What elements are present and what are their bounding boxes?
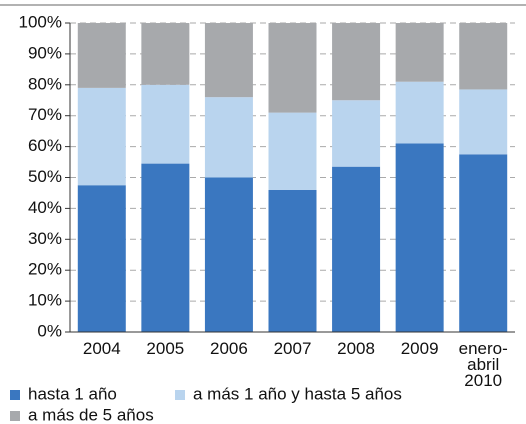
bar-segment [332, 23, 381, 101]
bar-segment [141, 84, 190, 164]
bar-segment [395, 143, 444, 332]
x-tick-label: enero- abril 2010 [458, 339, 508, 390]
bar-segment [268, 112, 317, 190]
x-tick-label: 2005 [146, 339, 185, 358]
x-tick-label: 2008 [337, 339, 375, 358]
bar-segment [395, 23, 444, 82]
legend-swatch [10, 411, 20, 421]
bar-segment [204, 177, 253, 332]
y-tick-label: 40% [28, 198, 62, 217]
y-tick-label: 10% [28, 291, 62, 310]
bar-segment [459, 23, 508, 90]
bar-segment [459, 154, 508, 332]
bar-segment [204, 97, 253, 178]
legend-label: a más de 5 años [28, 405, 154, 424]
y-tick-label: 30% [28, 229, 62, 248]
legend-label: hasta 1 año [28, 384, 117, 403]
bar-segment [204, 23, 253, 98]
x-tick-label: 2006 [210, 339, 248, 358]
y-tick-label: 90% [28, 43, 62, 62]
bar-segment [77, 87, 126, 186]
bar-segment [332, 100, 381, 167]
y-tick-label: 60% [28, 136, 62, 155]
bar-segment [141, 163, 190, 332]
y-tick-label: 50% [28, 167, 62, 186]
y-tick-label: 100% [19, 12, 62, 31]
bar-segment [77, 185, 126, 332]
y-tick-label: 20% [28, 260, 62, 279]
legend-label: a más 1 año y hasta 5 años [193, 384, 402, 403]
x-tick-label: 2004 [82, 339, 121, 358]
bar-segment [141, 23, 190, 85]
x-tick-label: 2009 [400, 339, 439, 358]
legend-swatch [175, 390, 185, 400]
y-tick-label: 80% [28, 74, 62, 93]
bar-segment [395, 81, 444, 144]
bar-segment [459, 89, 508, 155]
legend-swatch [10, 390, 20, 400]
x-tick-label: 2007 [273, 339, 312, 358]
bar-segment [332, 166, 381, 332]
y-tick-label: 70% [28, 105, 62, 124]
bar-segment [77, 23, 126, 88]
bar-segment [268, 23, 317, 113]
bar-segment [268, 189, 317, 332]
y-tick-label: 0% [37, 321, 62, 340]
